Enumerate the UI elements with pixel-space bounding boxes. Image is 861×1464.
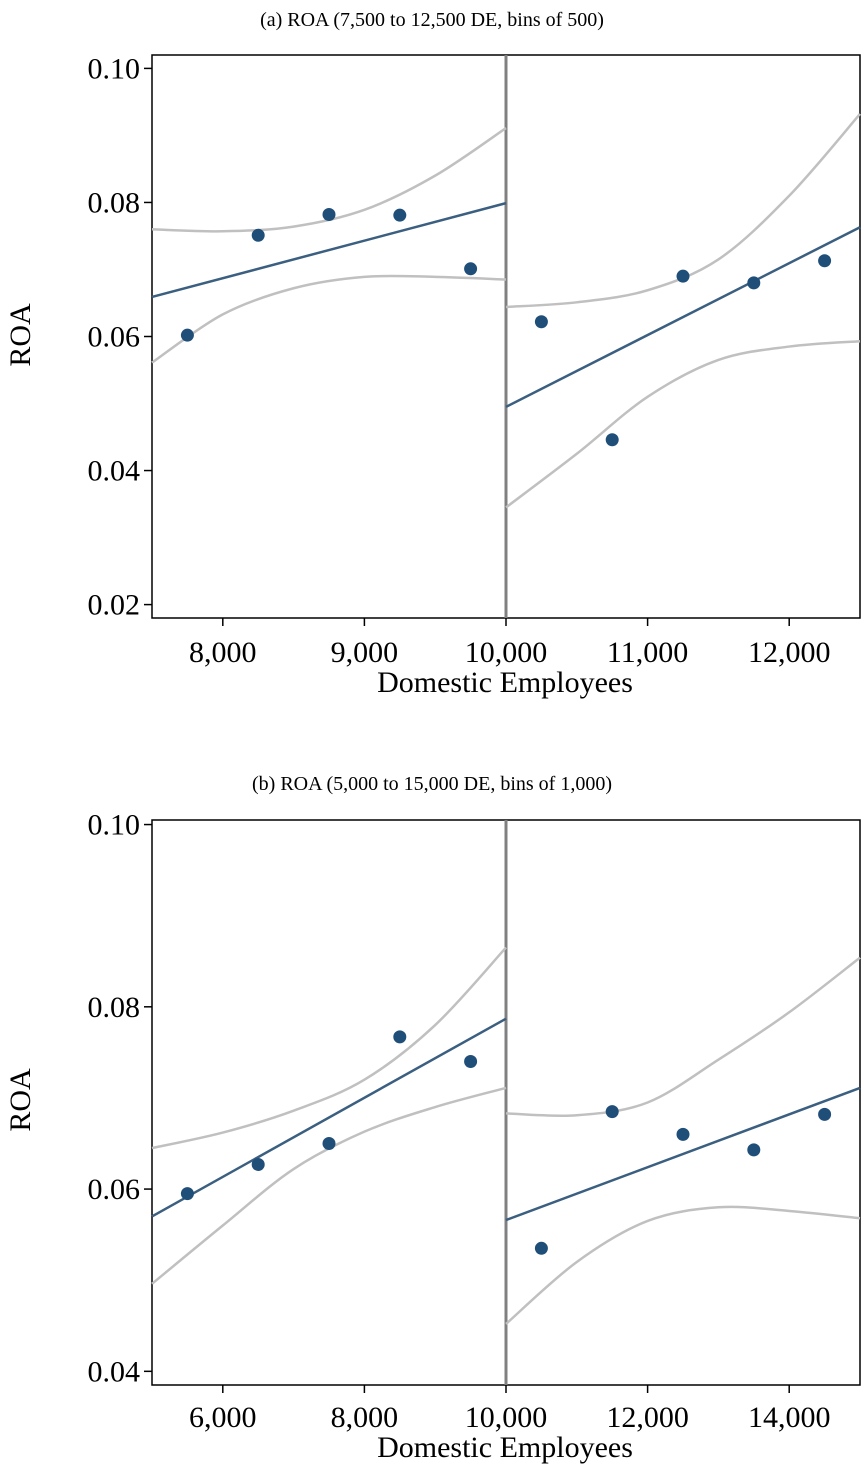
panel-b-x-tick-label: 14,000 [748, 1401, 831, 1434]
panel-b-y-axis-label: ROA [4, 1068, 37, 1132]
panel-a: (a) ROA (7,500 to 12,500 DE, bins of 500… [4, 9, 861, 699]
panel-b-x-axis-label: Domestic Employees [377, 1431, 633, 1464]
panel-b-data-point [534, 1241, 548, 1255]
panel-b-ci-upper-left [151, 946, 507, 1150]
panel-b-data-point [393, 1030, 407, 1044]
panel-b-data-point [676, 1127, 690, 1141]
panel-a-y-tick-label: 0.08 [88, 186, 141, 219]
panel-a-data-point [464, 262, 478, 276]
panel-a-x-tick-label: 9,000 [331, 636, 399, 669]
panel-a-ci-upper-right [505, 113, 861, 309]
panel-b-x-tick-label: 10,000 [465, 1401, 548, 1434]
panel-a-data-point [818, 254, 832, 268]
panel-b-ci-lower-left [151, 1086, 507, 1285]
panel-b-data-point [180, 1187, 194, 1201]
panel-a-x-tick-label: 10,000 [465, 636, 548, 669]
panel-b-y-tick-label: 0.10 [88, 809, 141, 842]
panel-a-y-tick-label: 0.06 [88, 321, 141, 354]
panel-a-y-tick-label: 0.10 [88, 52, 141, 85]
panel-b-x-tick-label: 12,000 [606, 1401, 689, 1434]
panel-a-data-point [534, 315, 548, 329]
panel-b-x-tick-label: 8,000 [331, 1401, 399, 1434]
panel-a-ci-lower-left [151, 274, 507, 364]
panel-a-x-tick-label: 8,000 [189, 636, 257, 669]
panel-a-ci-lower-right [505, 339, 861, 509]
panel-a-fit-line-right [505, 226, 861, 408]
panel-b-data-point [818, 1107, 832, 1121]
panel-b-fit-line-left [151, 1017, 507, 1218]
panel-a-y-tick-label: 0.02 [88, 589, 141, 622]
panel-b-data-point [251, 1157, 265, 1171]
panel-b-plot-area: 0.04 0.06 0.08 0.10 6,000 8,000 10,000 12,000 14… [88, 809, 861, 1434]
panel-a-data-point [747, 276, 761, 290]
panel-b-x-tick-label: 6,000 [189, 1401, 257, 1434]
panel-b-ci-lower-right [505, 1205, 861, 1325]
panel-a-fit-line-left [151, 201, 507, 299]
panel-a-x-axis-label: Domestic Employees [377, 666, 633, 699]
panel-a-data-point [393, 208, 407, 222]
panel-b: (b) ROA (5,000 to 15,000 DE, bins of 1,0… [4, 773, 861, 1464]
panel-b-data-point [464, 1054, 478, 1068]
panel-a-data-point [322, 208, 336, 222]
panel-b-title: (b) ROA (5,000 to 15,000 DE, bins of 1,0… [252, 773, 612, 795]
panel-b-fit-line-right [505, 1086, 861, 1222]
panel-a-plot-area: 0.02 0.04 0.06 0.08 0.10 8,000 9,000 10,000 11,0… [88, 52, 861, 669]
panel-b-y-tick-label: 0.06 [88, 1173, 141, 1206]
panel-b-y-tick-label: 0.04 [88, 1355, 141, 1388]
panel-b-data-point [322, 1137, 336, 1151]
panel-a-x-tick-label: 12,000 [748, 636, 831, 669]
panel-a-data-point [605, 433, 619, 447]
panel-a-data-point [251, 228, 265, 242]
panel-a-title: (a) ROA (7,500 to 12,500 DE, bins of 500… [260, 9, 604, 31]
panel-b-data-point [605, 1105, 619, 1119]
panel-a-x-tick-label: 11,000 [607, 636, 688, 669]
panel-b-data-point [747, 1143, 761, 1157]
panel-a-y-tick-label: 0.04 [88, 455, 141, 488]
panel-a-y-axis-label: ROA [4, 303, 37, 367]
panel-b-y-tick-label: 0.08 [88, 991, 141, 1024]
panel-a-data-point [180, 328, 194, 342]
panel-a-data-point [676, 269, 690, 283]
panel-b-ci-upper-right [505, 956, 861, 1118]
